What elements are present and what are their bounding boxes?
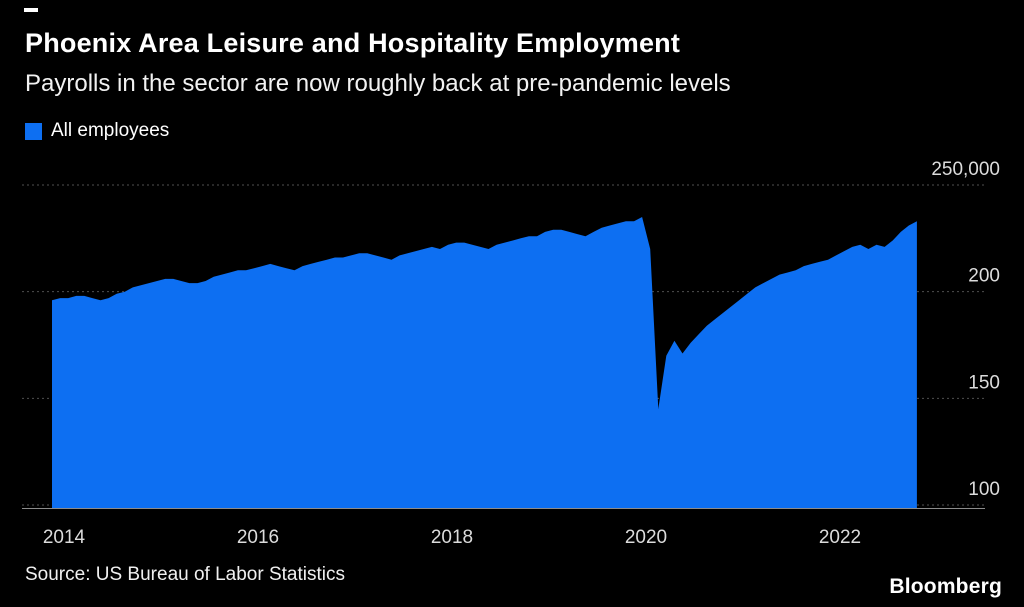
chart-title: Phoenix Area Leisure and Hospitality Emp… — [25, 28, 681, 58]
x-axis-label: 2018 — [431, 527, 473, 548]
y-axis-label: 150 — [968, 372, 1000, 393]
legend: All employees — [25, 120, 169, 142]
legend-swatch — [25, 122, 42, 140]
legend-label: All employees — [51, 120, 170, 141]
chart-subtitle: Payrolls in the sector are now roughly b… — [25, 70, 731, 97]
x-axis-label: 2020 — [625, 527, 667, 548]
area-series — [52, 217, 917, 508]
corner-tick — [24, 8, 38, 12]
source-note: Source: US Bureau of Labor Statistics — [25, 564, 345, 585]
y-axis-label: 200 — [968, 266, 1000, 287]
x-axis-label: 2014 — [43, 527, 86, 548]
x-axis-label: 2016 — [237, 527, 279, 548]
x-axis-label: 2022 — [819, 527, 861, 548]
bloomberg-logo: Bloomberg — [889, 575, 1002, 598]
y-axis-label: 250,000 — [931, 159, 1000, 180]
y-axis-label: 100 — [968, 479, 1000, 500]
